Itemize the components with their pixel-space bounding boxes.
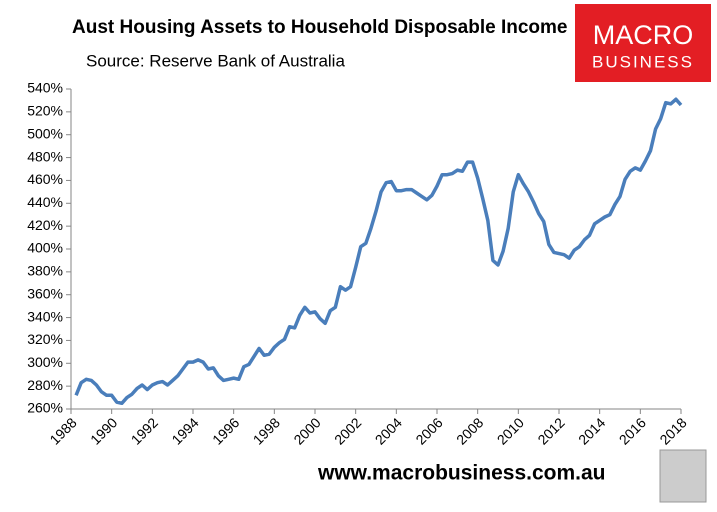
logo-box xyxy=(575,4,711,82)
y-tick-label: 320% xyxy=(27,331,63,347)
x-tick-label: 2000 xyxy=(290,414,323,447)
x-tick-label: 1992 xyxy=(128,414,161,447)
x-tick-label: 2002 xyxy=(331,414,364,447)
y-tick-label: 520% xyxy=(27,103,63,119)
logo-text: MACRO xyxy=(593,20,694,50)
x-tick-label: 2008 xyxy=(453,414,486,447)
y-tick-label: 380% xyxy=(27,263,63,279)
wolf-icon xyxy=(659,449,707,503)
x-tick-label: 2018 xyxy=(656,414,689,447)
x-tick-label: 1990 xyxy=(87,414,120,447)
y-tick-label: 360% xyxy=(27,285,63,301)
y-tick-label: 400% xyxy=(27,240,63,256)
x-tick-label: 1994 xyxy=(168,414,201,447)
x-tick-label: 2014 xyxy=(575,414,608,447)
y-tick-label: 440% xyxy=(27,194,63,210)
y-tick-label: 420% xyxy=(27,217,63,233)
y-tick-label: 280% xyxy=(27,377,63,393)
x-tick-label: 1988 xyxy=(46,414,79,447)
data-line xyxy=(74,97,683,406)
y-tick-label: 540% xyxy=(27,80,63,96)
x-tick-label: 2004 xyxy=(372,414,405,447)
x-tick-label: 2016 xyxy=(616,414,649,447)
x-tick-label: 1996 xyxy=(209,414,242,447)
y-tick-label: 340% xyxy=(27,308,63,324)
x-tick-label: 2012 xyxy=(534,414,567,447)
logo-text: BUSINESS xyxy=(592,52,694,71)
website: www.macrobusiness.com.au xyxy=(317,462,605,485)
y-tick-label: 480% xyxy=(27,148,63,164)
y-tick-label: 460% xyxy=(27,171,63,187)
y-tick-label: 500% xyxy=(27,125,63,141)
y-tick-label: 300% xyxy=(27,354,63,370)
y-tick-label: 260% xyxy=(27,400,63,416)
x-tick-label: 2010 xyxy=(494,414,527,447)
x-tick-label: 2006 xyxy=(412,414,445,447)
x-tick-label: 1998 xyxy=(250,414,283,447)
chart-subtitle: Source: Reserve Bank of Australia xyxy=(86,51,345,70)
chart-title: Aust Housing Assets to Household Disposa… xyxy=(72,17,567,38)
